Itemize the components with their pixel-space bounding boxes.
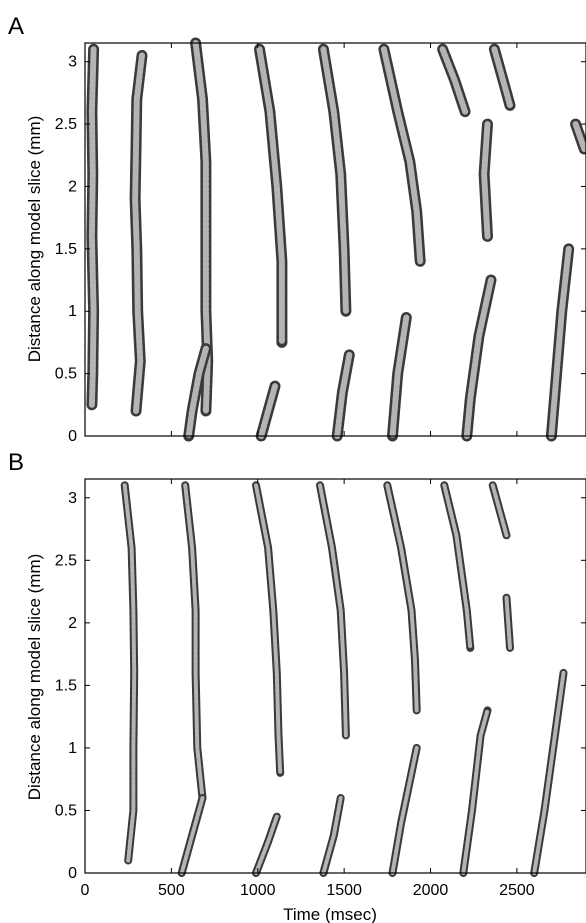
panel-b-letter: B [8,449,24,476]
panel-a-y-tick-label: 0 [68,428,77,445]
panel-b-wave-3 [254,483,283,775]
panel-a-y-tick-label: 1 [68,303,77,320]
panel-b-y-tick-label: 0.5 [55,802,77,819]
panel-a-wave-16 [548,245,572,439]
panel-b-wave-5 [385,483,419,713]
panel-b-wave-5-outline [383,481,421,715]
panel-b-wave-7 [490,483,509,538]
panel-a-y-tick-label: 1.5 [55,241,77,258]
panel-a-plot-frame [84,42,586,437]
panel-a-y-tick-label: 2.5 [55,116,77,133]
panel-b-y-tick-label: 2 [68,615,77,632]
panel-a-wave-10 [572,121,586,152]
panel-a-wave-6 [380,46,424,265]
panel-b-chart: 0 0.5 1 1.5 2 2.5 3 0 500 1000 1500 2000 2500 [55,478,586,899]
panel-a-wave-1 [88,46,97,408]
panel-a-y-axis-label: Distance along model slice (mm) [25,116,44,363]
panel-b-wave-1 [122,483,137,863]
panel-b-x-tick-label: 500 [158,882,185,899]
panel-b-wave-8 [504,595,512,650]
panel-a-wave-13 [334,351,353,439]
panel-a-wave-15 [463,277,494,439]
panel-a-wave-5 [320,46,349,315]
panel-b-x-tick-label: 2000 [413,882,449,899]
panel-a-wave-4 [256,46,285,346]
panel-b-y-tick-label: 3 [68,490,77,507]
panel-b-y-tick-label: 1.5 [55,677,77,694]
panel-b-wave-4 [318,483,348,738]
panel-a-wave-7 [439,46,469,115]
panel-a-wave-2 [132,52,145,414]
panel-a-chart: 0 0.5 1 1.5 2 2.5 3 [55,37,586,445]
panel-b-wave-9 [179,796,205,875]
panel-a-wave-14 [389,314,410,439]
panel-b-wave-6 [442,483,473,650]
panel-b-x-tick-label: 2500 [499,882,535,899]
panel-a-letter: A [8,13,24,40]
panel-a-wave-8 [491,46,513,109]
panel-a-y-tick-label: 0.5 [55,366,77,383]
panel-b-x-axis-label: Time (msec) [283,905,377,923]
panel-b-x-tick-label: 1500 [326,882,362,899]
panel-b-x-tick-label: 0 [81,882,90,899]
panel-a-wave-12 [258,383,278,439]
panel-a-wave-11 [185,345,209,439]
panel-a-y-tick-label: 2 [68,178,77,195]
panel-b-wave-2 [183,483,205,800]
panel-b-wave-12 [390,745,419,875]
panel-b-wave-13 [461,708,490,875]
panel-b-y-tick-label: 2.5 [55,552,77,569]
panel-b-y-tick-label: 0 [68,865,77,882]
panel-b-wave-14 [532,670,566,875]
panel-b-wave-11 [321,796,343,875]
panel-b-y-tick-label: 1 [68,740,77,757]
panel-a-y-tick-label: 3 [68,54,77,71]
panel-b-y-axis-label: Distance along model slice (mm) [25,554,44,801]
panel-b-wave-10 [254,814,279,875]
panel-b-x-tick-label: 1000 [240,882,276,899]
panel-b-plot-frame [84,478,586,874]
panel-a-wave-9 [481,121,491,240]
